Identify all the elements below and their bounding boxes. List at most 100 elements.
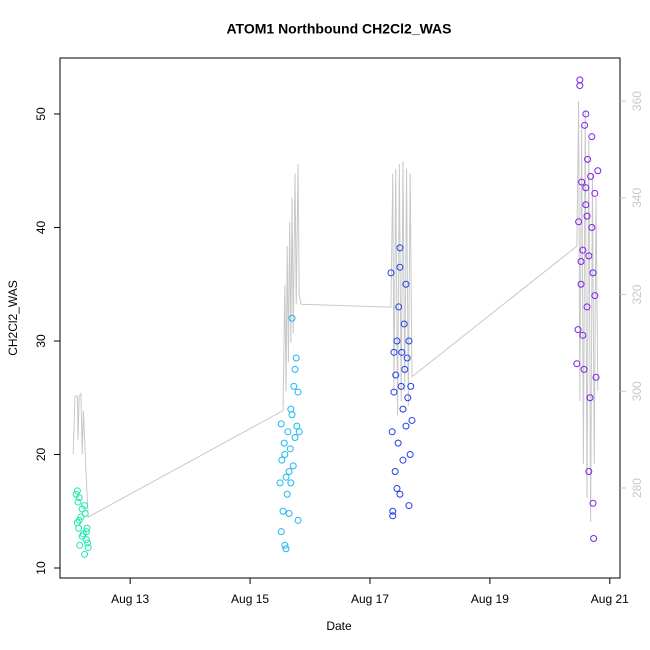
point: [588, 223, 596, 231]
x-tick-label: Aug 19: [471, 592, 509, 606]
point: [292, 354, 300, 362]
point: [585, 252, 593, 260]
point: [78, 532, 86, 540]
point: [75, 524, 83, 532]
point: [396, 263, 404, 271]
point: [75, 516, 83, 524]
point: [574, 326, 582, 334]
point: [73, 487, 81, 495]
point: [576, 82, 584, 90]
point: [291, 433, 299, 441]
y2-tick-label: 280: [630, 478, 644, 498]
point: [590, 534, 598, 542]
point: [294, 388, 302, 396]
y-tick-label: 30: [34, 334, 48, 348]
point: [287, 405, 295, 413]
point: [582, 184, 590, 192]
point: [388, 428, 396, 436]
point: [277, 420, 285, 428]
point: [75, 494, 83, 502]
point: [401, 365, 409, 373]
point: [579, 331, 587, 339]
y-axis-label: CH2Cl2_WAS: [6, 280, 20, 356]
point: [76, 541, 84, 549]
point: [389, 512, 397, 520]
point: [584, 155, 592, 163]
point: [279, 507, 287, 515]
point: [393, 337, 401, 345]
point: [588, 133, 596, 141]
point: [405, 502, 413, 510]
point: [291, 365, 299, 373]
point: [586, 394, 594, 402]
point: [398, 348, 406, 356]
point: [390, 348, 398, 356]
point: [585, 468, 593, 476]
point: [589, 499, 597, 507]
point: [393, 485, 401, 493]
point: [405, 337, 413, 345]
point: [84, 544, 92, 552]
x-tick-label: Aug 17: [351, 592, 389, 606]
point: [578, 178, 586, 186]
point: [281, 541, 289, 549]
point: [395, 303, 403, 311]
y-tick-label: 50: [34, 107, 48, 121]
y2-tick-label: 320: [630, 284, 644, 304]
point: [82, 528, 90, 536]
point: [575, 218, 583, 226]
point: [577, 258, 585, 266]
chart-title: ATOM1 Northbound CH2Cl2_WAS: [226, 21, 451, 37]
point: [407, 382, 415, 390]
point: [284, 428, 292, 436]
point: [390, 388, 398, 396]
point: [391, 468, 399, 476]
point: [285, 510, 293, 518]
point: [581, 121, 589, 129]
point: [404, 394, 412, 402]
point: [582, 110, 590, 118]
point: [276, 479, 284, 487]
point: [594, 167, 602, 175]
point: [397, 382, 405, 390]
x-tick-label: Aug 15: [231, 592, 269, 606]
point: [399, 456, 407, 464]
y-tick-label: 40: [34, 220, 48, 234]
x-tick-label: Aug 13: [111, 592, 149, 606]
point: [583, 212, 591, 220]
point: [582, 201, 590, 209]
plot-frame: [59, 57, 621, 579]
y2-tick-label: 360: [630, 91, 644, 111]
line: [72, 101, 599, 522]
point: [286, 445, 294, 453]
point: [294, 516, 302, 524]
point: [82, 536, 90, 544]
y2-tick-label: 300: [630, 381, 644, 401]
point: [591, 292, 599, 300]
point: [577, 280, 585, 288]
point: [81, 510, 89, 518]
point: [402, 422, 410, 430]
point: [408, 416, 416, 424]
y2-tick-label: 340: [630, 187, 644, 207]
point: [280, 439, 288, 447]
point: [591, 189, 599, 197]
point: [399, 405, 407, 413]
point: [580, 365, 588, 373]
point: [392, 371, 400, 379]
point: [394, 439, 402, 447]
point: [282, 473, 290, 481]
point: [403, 354, 411, 362]
point: [389, 507, 397, 515]
point: [278, 456, 286, 464]
point: [587, 172, 595, 180]
point: [400, 320, 408, 328]
point: [396, 490, 404, 498]
point: [74, 498, 82, 506]
y-tick-label: 20: [34, 448, 48, 462]
point: [295, 428, 303, 436]
point: [592, 373, 600, 381]
point: [406, 450, 414, 458]
